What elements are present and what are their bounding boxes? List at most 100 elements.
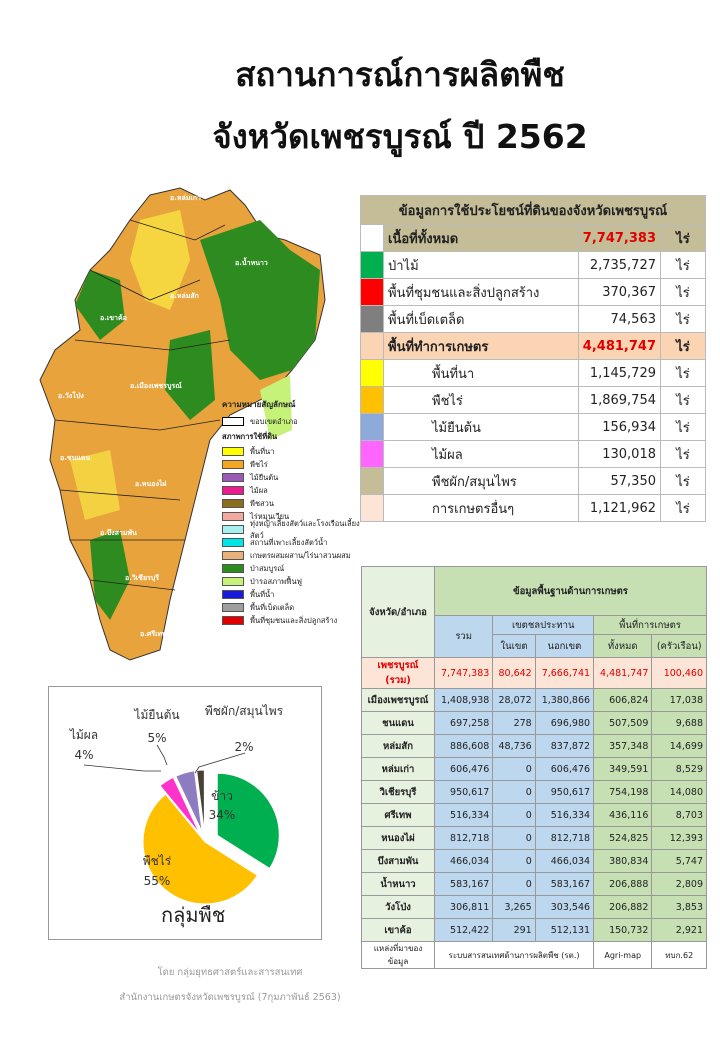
col-irr-header: เขตชลประทาน	[492, 615, 595, 635]
district-value: 583,167	[534, 872, 595, 896]
legend-item: เกษตรผสมผสาน/ไร่นาสวนผสม	[222, 549, 372, 562]
landuse-row: ป่าไม้ 2,735,727 ไร่	[360, 251, 706, 279]
district-sum-row: เพชรบูรณ์ (รวม) 7,747,383 80,642 7,666,741 4…	[361, 657, 707, 689]
legend-item: พืชไร่	[222, 458, 372, 471]
district-value: 291	[492, 918, 536, 942]
landuse-agri-row: พื้นที่ทำการเกษตร 4,481,747 ไร่	[360, 332, 706, 360]
legend-label: พื้นที่น้ำ	[250, 589, 275, 599]
pie-leader-line	[156, 744, 168, 766]
district-value: 0	[492, 757, 536, 781]
legend-swatch	[222, 616, 244, 625]
legend-label: พื้นที่เบ็ดเตล็ด	[250, 602, 295, 612]
district-label: อ.บึงสามพัน	[100, 528, 137, 537]
col-in-header: ในเขต	[492, 634, 536, 658]
landuse-unit: ไร่	[660, 413, 706, 441]
district-row: ชนแดน 697,258 278 696,980 507,509 9,688	[361, 711, 707, 735]
district-name: ชนแดน	[361, 711, 435, 735]
legend-item: พื้นที่เบ็ดเตล็ด	[222, 601, 372, 614]
pie-category-label: ข้าว	[211, 789, 233, 803]
district-value: 0	[492, 872, 536, 896]
legend-label: สถานที่เพาะเลี้ยงสัตว์น้ำ	[250, 537, 328, 547]
source-value: Agri-map	[593, 941, 653, 969]
pie-value-label: 4%	[74, 748, 93, 762]
district-row: หล่มสัก 886,608 48,736 837,872 357,348 14,699	[361, 734, 707, 758]
col-name-header: จังหวัด/อำเภอ	[361, 566, 435, 658]
district-value: 306,811	[433, 895, 494, 919]
district-value: 278	[492, 711, 536, 735]
pie-category-label: ไม้ยืนต้น	[133, 708, 179, 722]
landuse-row: การเกษตรอื่นๆ 1,121,962 ไร่	[360, 494, 706, 522]
district-value: 7,747,383	[433, 657, 494, 689]
district-row: หล่มเก่า 606,476 0 606,476 349,591 8,529	[361, 757, 707, 781]
landuse-value: 1,121,962	[577, 494, 662, 522]
district-value: 4,481,747	[593, 657, 653, 689]
district-value: 2,921	[651, 918, 707, 942]
district-name: หนองไผ่	[361, 826, 435, 850]
col-total-header: รวม	[433, 615, 494, 658]
source-value: ระบบสารสนเทศด้านการผลิตพืช (รต.)	[433, 941, 595, 969]
legend-item: สถานที่เพาะเลี้ยงสัตว์น้ำ	[222, 536, 372, 549]
district-table: จังหวัด/อำเภอ ข้อมูลพื้นฐานด้านการเกษตร รว…	[361, 566, 707, 969]
legend-item: ไม้ยืนต้น	[222, 471, 372, 484]
pie-leader-line	[194, 752, 246, 774]
color-swatch	[360, 494, 384, 522]
district-value: 697,258	[433, 711, 494, 735]
legend-label: ป่ารอสภาพฟื้นฟู	[250, 576, 302, 586]
district-value: 8,703	[651, 803, 707, 827]
landuse-value: 1,869,754	[577, 386, 662, 414]
district-value: 2,809	[651, 872, 707, 896]
district-value: 3,853	[651, 895, 707, 919]
district-value: 516,334	[433, 803, 494, 827]
district-value: 512,131	[534, 918, 595, 942]
legend-label: ไม้ยืนต้น	[250, 472, 279, 482]
district-value: 606,476	[534, 757, 595, 781]
landuse-row: พื้นที่นา 1,145,729 ไร่	[360, 359, 706, 387]
district-name: ศรีเทพ	[361, 803, 435, 827]
district-name: วังโป่ง	[361, 895, 435, 919]
color-swatch	[360, 413, 384, 441]
landuse-label: ไม้ยืนต้น	[383, 413, 579, 441]
landuse-value: 7,747,383	[577, 224, 662, 252]
legend-label: ไร่หมุนเวียน	[250, 511, 290, 521]
district-value: 100,460	[651, 657, 707, 689]
district-value: 206,882	[593, 895, 653, 919]
legend-swatch	[222, 590, 244, 599]
legend-swatch	[222, 499, 244, 508]
legend-item: ขอบเขตอำเภอ	[222, 415, 372, 428]
district-label: อ.หล่มสัก	[170, 292, 199, 300]
landuse-unit: ไร่	[660, 332, 706, 360]
landuse-label: ไม้ผล	[383, 440, 579, 468]
district-name: หล่มเก่า	[361, 757, 435, 781]
legend-title: ความหมายสัญลักษณ์	[222, 400, 296, 409]
district-value: 524,825	[593, 826, 653, 850]
pie-value-label: 55%	[144, 874, 171, 888]
pie-slice	[142, 793, 259, 905]
district-label: อ.วิเชียรบุรี	[125, 574, 159, 582]
color-swatch	[360, 467, 384, 495]
legend-swatch	[222, 525, 244, 534]
landuse-unit: ไร่	[660, 494, 706, 522]
pie-category-label: ไม้ผล	[69, 728, 98, 742]
legend-item: ป่ารอสภาพฟื้นฟู	[222, 575, 372, 588]
district-row: ศรีเทพ 516,334 0 516,334 436,116 8,703	[361, 803, 707, 827]
pie-leader-line	[83, 764, 161, 772]
color-swatch	[360, 386, 384, 414]
legend-label: เกษตรผสมผสาน/ไร่นาสวนผสม	[250, 550, 351, 560]
district-source-row: แหล่งที่มาของข้อมูล ระบบสารสนเทศด้านการผล…	[361, 941, 707, 969]
district-label: อ.หนองไผ่	[135, 479, 167, 488]
landuse-label: พื้นที่เบ็ดเตล็ด	[383, 305, 579, 333]
legend-label: พืชไร่	[250, 459, 268, 469]
col-all-header: ทั้งหมด	[593, 634, 653, 658]
legend-swatch	[222, 564, 244, 573]
legend-label: ขอบเขตอำเภอ	[250, 416, 298, 426]
district-value: 17,038	[651, 688, 707, 712]
pie-value-label: 2%	[234, 740, 253, 754]
pie-chart: ข้าว 34% พืชไร่ 55% ไม้ผล 4% ไม้ยืนต้น 5% พืชผัก…	[69, 704, 284, 905]
legend-swatch	[222, 603, 244, 612]
landuse-total-row: เนื้อที่ทั้งหมด 7,747,383 ไร่	[360, 224, 706, 252]
legend-swatch	[222, 417, 244, 426]
pie-category-label: พืชผัก/สมุนไพร	[205, 704, 284, 719]
district-value: 1,408,938	[433, 688, 494, 712]
landuse-label: พืชผัก/สมุนไพร	[383, 467, 579, 495]
color-swatch	[360, 278, 384, 306]
